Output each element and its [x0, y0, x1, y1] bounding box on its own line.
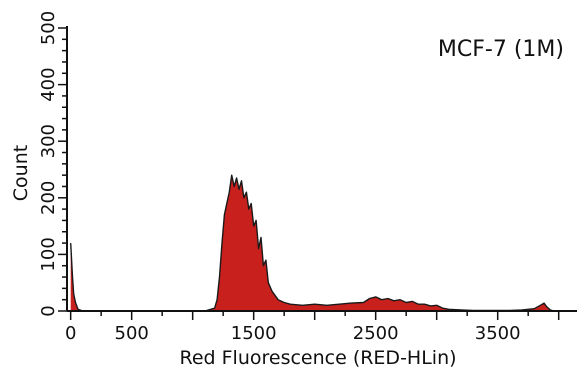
x-tick-label: 500: [115, 323, 149, 344]
x-axis-label: Red Fluorescence (RED-HLin): [179, 347, 456, 369]
y-tick-label: 200: [38, 181, 59, 215]
sample-annotation: MCF-7 (1M): [438, 37, 564, 62]
y-tick-label: 500: [38, 11, 59, 45]
y-tick-label: 300: [38, 124, 59, 158]
axis-layer: 0 100 200 300 400 500 0 500 1500 2500 3500: [38, 11, 577, 344]
x-tick-label: 0: [65, 323, 76, 344]
x-tick-label: 3500: [475, 323, 521, 344]
data-layer: [70, 174, 571, 312]
x-tick-label: 2500: [353, 323, 399, 344]
histogram-area: [70, 175, 571, 311]
histogram-outline: [70, 174, 571, 312]
y-tick-label: 100: [38, 237, 59, 271]
x-tick-label: 1500: [231, 323, 277, 344]
y-tick-label: 400: [38, 67, 59, 101]
y-axis-label: Count: [10, 145, 32, 201]
y-tick-label: 0: [38, 305, 59, 316]
